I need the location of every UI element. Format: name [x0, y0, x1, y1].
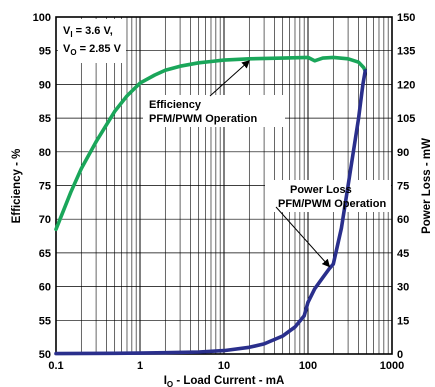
x-axis-label: IO - Load Current - mA: [164, 375, 285, 387]
x-tick-label: 100: [299, 360, 317, 372]
y-left-tick-label: 85: [39, 113, 51, 125]
y-right-tick-label: 45: [397, 248, 409, 260]
annotation-text: Efficiency: [149, 99, 202, 111]
y-left-tick-label: 55: [39, 315, 51, 327]
x-tick-label: 1000: [380, 360, 404, 372]
annotation-text: Power Loss: [290, 184, 352, 196]
y-right-tick-label: 15: [397, 315, 409, 327]
annotation-boxes: [143, 95, 391, 212]
y-right-tick-label: 30: [397, 282, 409, 294]
y-right-tick-label: 90: [397, 147, 409, 159]
y-right-tick-label: 75: [397, 181, 409, 193]
y-left-tick-label: 80: [39, 147, 51, 159]
y-left-tick-label: 100: [33, 12, 51, 24]
y-left-tick-label: 50: [39, 349, 51, 361]
y-left-tick-label: 60: [39, 282, 51, 294]
tick-labels: 0.1 1 10 100 1000505560657075808590951000153…: [33, 12, 416, 372]
y-left-tick-label: 65: [39, 248, 51, 260]
condition-vi: VI = 3.6 V,: [63, 25, 113, 39]
annotations: Efficiency PFM/PWM Operation Power Loss PFM…: [149, 60, 386, 268]
y-right-tick-label: 105: [397, 113, 415, 125]
power-loss-line: [54, 69, 368, 356]
annotation-text: PFM/PWM Operation: [278, 198, 386, 210]
y-right-tick-label: 135: [397, 46, 415, 58]
annotation-arrow: [275, 206, 331, 268]
y-left-tick-label: 90: [39, 79, 51, 91]
annotation-text: PFM/PWM Operation: [149, 113, 257, 125]
x-tick-label: 0.1: [48, 360, 63, 372]
y-right-tick-label: 60: [397, 214, 409, 226]
x-tick-label: 1: [137, 360, 143, 372]
condition-vo: VO = 2.85 V: [63, 43, 122, 57]
y-left-tick-label: 70: [39, 214, 51, 226]
annotation-arrow: [209, 60, 251, 97]
conditions-box: [58, 19, 126, 63]
annotation-background: [265, 180, 391, 212]
data-series: [54, 55, 368, 356]
y-right-tick-label: 0: [397, 349, 403, 361]
y-left-tick-label: 75: [39, 181, 51, 193]
x-tick-label: 10: [218, 360, 230, 372]
annotation-background: [143, 95, 285, 127]
y-left-tick-label: 95: [39, 46, 51, 58]
test-conditions: VI = 3.6 V, VO = 2.85 V: [58, 19, 126, 63]
y-axis-left-label: Efficiency - %: [11, 149, 23, 224]
plot-frame: [55, 16, 393, 355]
y-axis-right-label: Power Loss - mW: [421, 138, 433, 234]
y-right-tick-label: 150: [397, 12, 415, 24]
y-right-tick-label: 120: [397, 79, 415, 91]
efficiency-line: [54, 55, 368, 232]
